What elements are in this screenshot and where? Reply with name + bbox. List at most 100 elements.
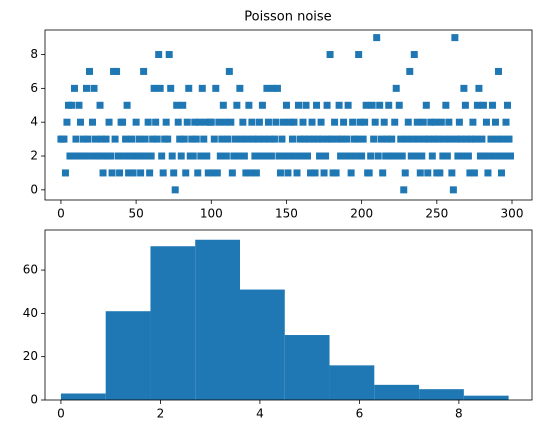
point [126,152,134,160]
point [96,101,104,109]
point [197,152,205,160]
point [308,118,316,126]
point [391,118,399,126]
point [302,101,310,109]
point [376,101,384,109]
point [192,135,200,143]
point [86,67,94,75]
bar [419,389,464,400]
point [331,118,339,126]
point [164,135,172,143]
point [189,152,197,160]
point [216,152,224,160]
point [134,152,142,160]
point [275,152,283,160]
point [343,135,351,143]
point [215,118,223,126]
axes-frame [44,29,533,201]
point [490,152,498,160]
point [267,152,275,160]
point [500,152,508,160]
point [120,152,128,160]
point [469,118,477,126]
point [273,84,281,92]
point [81,152,89,160]
point [135,135,143,143]
point [60,135,68,143]
point [252,169,260,177]
point [430,135,438,143]
point [231,135,239,143]
point [225,67,233,75]
point [67,101,75,109]
point [174,118,182,126]
point [392,84,400,92]
point [367,152,375,160]
point [138,152,146,160]
point [290,118,298,126]
point [87,152,95,160]
point [427,118,435,126]
point [316,152,324,160]
point [141,135,149,143]
y-tick-label: 2 [30,149,38,163]
point [150,84,158,92]
point [132,118,140,126]
point [123,101,131,109]
x-tick-label: 2 [157,407,165,421]
y-tick-label: 0 [30,393,38,407]
point [407,152,415,160]
point [79,135,87,143]
point [212,84,220,92]
point [497,169,505,177]
point [421,135,429,143]
point [198,84,206,92]
point [69,152,77,160]
point [361,118,369,126]
point [337,152,345,160]
point [400,186,408,194]
point [397,135,405,143]
point [159,169,167,177]
point [488,101,496,109]
point [310,135,318,143]
point [200,135,208,143]
point [403,135,411,143]
point [365,169,373,177]
point [481,152,489,160]
point [319,135,327,143]
point [207,118,215,126]
point [466,169,474,177]
point [144,118,152,126]
point [493,135,501,143]
point [425,135,433,143]
point [301,135,309,143]
y-tick-label: 20 [23,349,38,363]
point [458,152,466,160]
point [90,84,98,92]
point [245,101,253,109]
point [377,135,385,143]
point [221,118,229,126]
point [213,169,221,177]
point [108,169,116,177]
point [137,169,145,177]
point [464,152,472,160]
point [119,118,127,126]
point [322,152,330,160]
point [370,135,378,143]
point [242,169,250,177]
point [240,152,248,160]
point [114,152,122,160]
point [473,101,481,109]
chart-title: Poisson noise [244,10,331,25]
y-tick-label: 6 [30,81,38,95]
point [410,51,418,59]
point [496,152,504,160]
point [61,169,69,177]
point [234,152,242,160]
bar [239,289,285,400]
point [170,169,178,177]
point [352,152,360,160]
point [266,135,274,143]
